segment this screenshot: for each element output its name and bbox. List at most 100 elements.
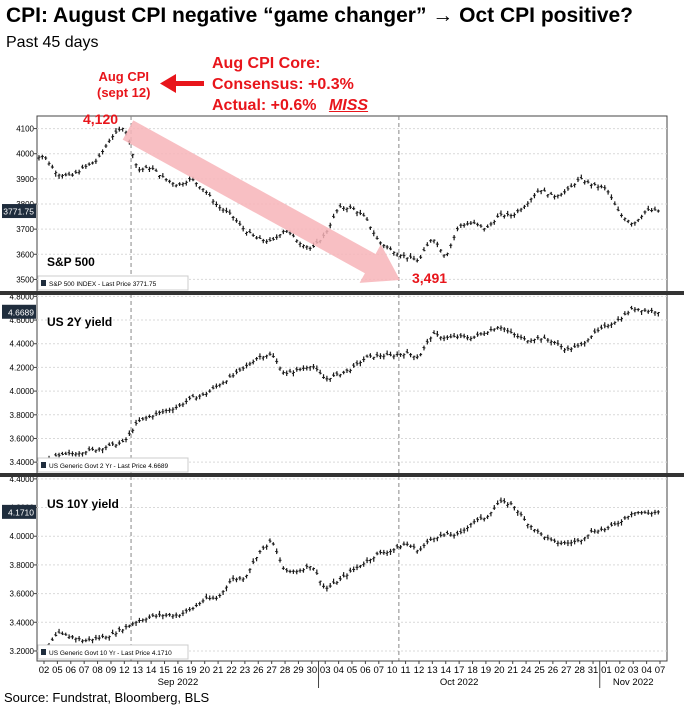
- x-tick-label: 12: [119, 665, 130, 676]
- x-tick-label: 19: [186, 665, 197, 676]
- x-tick-label: 31: [588, 665, 599, 676]
- x-tick-label: 04: [333, 665, 344, 676]
- x-tick-label: 06: [65, 665, 76, 676]
- panel-separator: [0, 291, 684, 295]
- sp500-low-label: 3,491: [412, 270, 448, 286]
- x-tick-label: 10: [387, 665, 398, 676]
- legend-swatch: [41, 280, 46, 286]
- y-tick-label: 4.0000: [10, 532, 35, 541]
- legend-text: US Generic Govt 10 Yr - Last Price 4.171…: [49, 650, 172, 657]
- decline-arrow: [122, 120, 400, 283]
- x-tick-label: 14: [440, 665, 451, 676]
- y-tick-label: 4000: [16, 150, 34, 159]
- x-tick-label: 19: [481, 665, 492, 676]
- aug-cpi-pointer: [160, 74, 204, 93]
- y-tick-label: 3.4000: [10, 618, 35, 627]
- x-tick-label: 04: [641, 665, 652, 676]
- month-label: Nov 2022: [613, 677, 654, 688]
- legend-box: [37, 644, 189, 660]
- last-price-badge: [2, 204, 36, 219]
- x-tick-label: 02: [615, 665, 626, 676]
- x-tick-label: 30: [307, 665, 318, 676]
- x-tick-label: 01: [601, 665, 612, 676]
- x-tick-label: 21: [213, 665, 224, 676]
- y-tick-label: 4.8000: [10, 292, 35, 301]
- core-cpi-annotation: Aug CPI Core: Consensus: +0.3% Actual: +…: [212, 53, 368, 116]
- x-tick-label: 20: [199, 665, 210, 676]
- x-tick-label: 13: [132, 665, 143, 676]
- y-tick-label: 4100: [16, 125, 34, 134]
- series-legend: S&P 500 INDEX - Last Price 3771.75: [37, 275, 189, 291]
- y-tick-label: 3900: [16, 175, 34, 184]
- series-title: S&P 500: [47, 255, 95, 269]
- x-tick-label: 07: [655, 665, 666, 676]
- core-cpi-actual: Actual: +0.6%: [212, 97, 317, 114]
- x-tick-label: 22: [226, 665, 237, 676]
- legend-text: S&P 500 INDEX - Last Price 3771.75: [49, 281, 157, 288]
- x-tick-label: 15: [159, 665, 170, 676]
- pointer-shaft: [172, 81, 204, 86]
- x-tick-label: 26: [253, 665, 264, 676]
- x-tick-label: 12: [414, 665, 425, 676]
- x-tick-label: 24: [521, 665, 532, 676]
- x-tick-label: 28: [280, 665, 291, 676]
- x-tick-label: 03: [628, 665, 639, 676]
- x-tick-label: 26: [548, 665, 559, 676]
- y-tick-label: 3.8000: [10, 561, 35, 570]
- x-tick-label: 02: [39, 665, 50, 676]
- x-tick-label: 29: [293, 665, 304, 676]
- x-tick-label: 03: [320, 665, 331, 676]
- y-tick-label: 4.0000: [10, 387, 35, 396]
- x-tick-label: 08: [92, 665, 103, 676]
- x-tick-label: 13: [427, 665, 438, 676]
- x-tick-label: 05: [347, 665, 358, 676]
- x-tick-label: 06: [360, 665, 371, 676]
- core-cpi-line1: Aug CPI Core:: [212, 55, 321, 72]
- y-tick-label: 3600: [16, 250, 34, 259]
- x-tick-label: 16: [173, 665, 184, 676]
- chart-overlay: [122, 74, 400, 283]
- legend-box: [37, 275, 189, 291]
- aug-cpi-label: Aug CPI (sept 12): [97, 69, 150, 101]
- y-tick-label: 4.4000: [10, 475, 35, 484]
- series-title: US 2Y yield: [47, 315, 112, 329]
- legend-swatch: [41, 462, 46, 468]
- series-legend: US Generic Govt 2 Yr - Last Price 4.6689: [37, 457, 189, 473]
- x-tick-label: 07: [79, 665, 90, 676]
- pointer-head: [160, 74, 176, 93]
- x-tick-label: 17: [454, 665, 465, 676]
- plot-area: [36, 293, 668, 475]
- month-label: Sep 2022: [158, 677, 199, 688]
- panel-2: 3.20003.40003.60003.80004.00004.20004.40…: [2, 475, 668, 662]
- x-axis: 02 05 06 07 08 09 12 13 14 15 16 19 20 21 22 23 26 27 28 29…: [37, 660, 667, 688]
- panel-1: 3.4000 3.6000 3.8000 4.0000 4.2000 4.4000 4.60…: [2, 292, 668, 475]
- last-price-value: 3771.75: [3, 207, 34, 217]
- chart-subtitle: Past 45 days: [6, 34, 99, 51]
- core-cpi-miss: MISS: [328, 97, 369, 114]
- aug-cpi-label-line2: (sept 12): [97, 85, 151, 100]
- plot-area: [36, 475, 668, 662]
- core-cpi-line2: Consensus: +0.3%: [212, 76, 354, 93]
- x-tick-label: 27: [561, 665, 572, 676]
- y-tick-label: 3.2000: [10, 647, 35, 656]
- x-tick-label: 07: [373, 665, 384, 676]
- y-tick-label: 3.8000: [10, 411, 35, 420]
- x-tick-label: 20: [494, 665, 505, 676]
- x-tick-label: 27: [266, 665, 277, 676]
- legend-box: [37, 457, 189, 473]
- y-tick-label: 4.2000: [10, 363, 35, 372]
- y-tick-label: 3.4000: [10, 458, 35, 467]
- last-price-badge: [2, 304, 36, 319]
- y-tick-label: 4.6000: [10, 316, 35, 325]
- x-tick-label: 23: [240, 665, 251, 676]
- series-title: US 10Y yield: [47, 497, 119, 511]
- y-tick-label: 3.6000: [10, 590, 35, 599]
- last-price-value: 4.6689: [8, 307, 34, 317]
- x-tick-label: 25: [534, 665, 545, 676]
- y-tick-label: 4.4000: [10, 340, 35, 349]
- y-tick-label: 3.6000: [10, 434, 35, 443]
- x-tick-label: 11: [401, 665, 411, 676]
- x-tick-label: 21: [507, 665, 518, 676]
